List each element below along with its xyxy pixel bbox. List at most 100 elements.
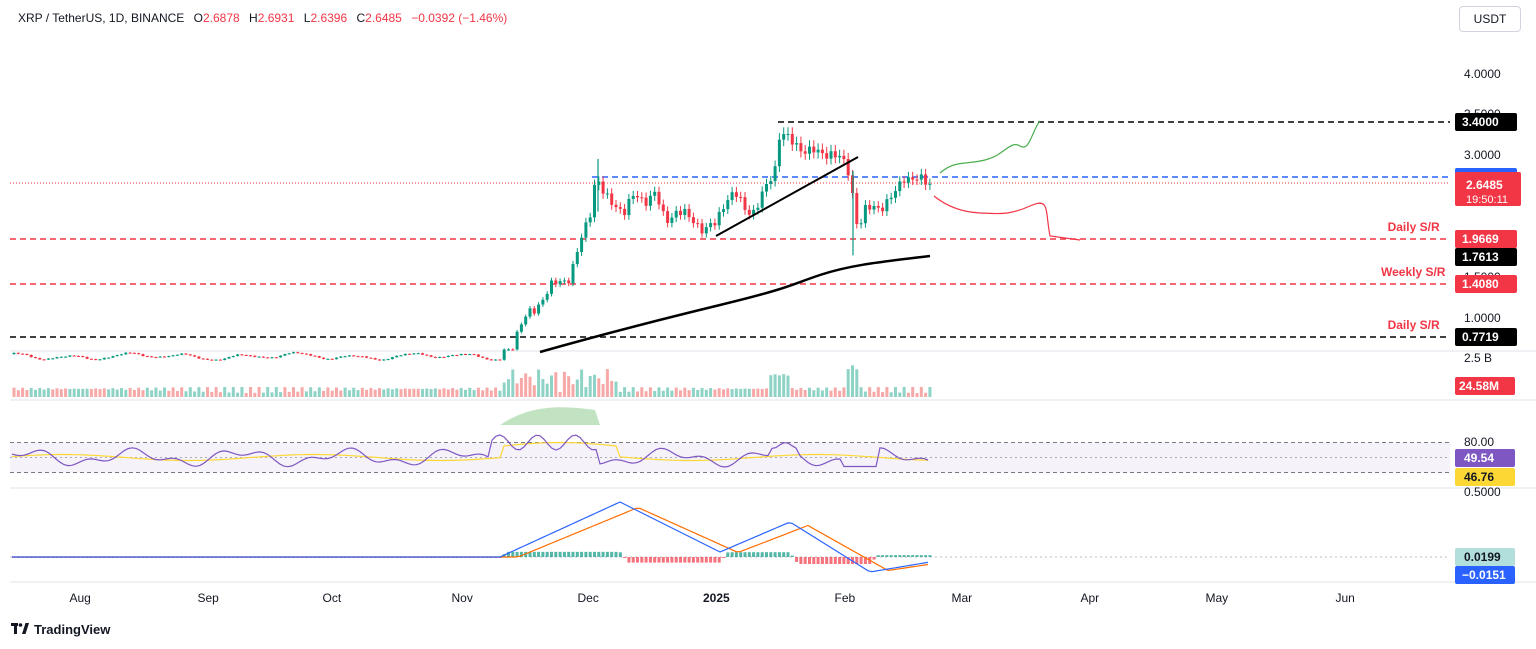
volume-bar [704, 389, 708, 397]
macd-histogram-bar [881, 555, 885, 557]
candle-body [846, 159, 850, 176]
macd-value-bg [1455, 566, 1515, 584]
macd-histogram-bar [657, 557, 661, 563]
candle-body [782, 134, 786, 140]
currency-button[interactable]: USDT [1459, 6, 1521, 32]
candle-body [825, 153, 829, 159]
macd-histogram-bar [722, 557, 725, 559]
volume-bar [72, 388, 76, 397]
candle-body [584, 222, 588, 238]
candle-body [889, 197, 893, 200]
volume-bar [773, 374, 777, 397]
candle-body [188, 354, 192, 356]
candle-body [627, 198, 631, 216]
volume-bar [421, 388, 424, 397]
level-name-label: Weekly S/R [1381, 265, 1446, 279]
level-name-label: Daily S/R [1388, 220, 1440, 234]
macd-histogram-bar [670, 557, 674, 563]
volume-bar [42, 389, 46, 397]
volume-bar [799, 387, 803, 397]
macd-histogram-bar [528, 551, 532, 557]
candle-body [137, 353, 141, 355]
candle-body [141, 354, 145, 357]
volume-bar [257, 387, 261, 397]
candle-body [356, 356, 360, 358]
macd-histogram-bar [924, 555, 928, 557]
macd-histogram-bar [507, 551, 510, 557]
candle-body [752, 209, 756, 215]
macd-axis-label: 0.5000 [1464, 485, 1501, 499]
volume-bar [657, 387, 661, 397]
candle-body [644, 197, 648, 206]
volume-bar [433, 388, 437, 397]
tradingview-brand: TradingView [34, 622, 111, 637]
candle-body [292, 352, 295, 354]
candle-body [425, 354, 429, 356]
volume-bar [12, 387, 16, 397]
macd-hist-value-bg [1455, 548, 1515, 566]
candle-body [554, 280, 558, 285]
x-axis-label: Mar [952, 591, 973, 605]
volume-bar [416, 388, 420, 397]
candle-body [687, 208, 691, 218]
volume-bar [816, 387, 820, 397]
candle-body [485, 357, 489, 360]
level-price-label-bg [1455, 275, 1517, 293]
rsi-ma-value-bg [1455, 468, 1515, 486]
volume-bar [249, 387, 252, 397]
candle-body [171, 355, 175, 357]
macd-histogram-bar [808, 557, 811, 564]
macd-histogram-bar [747, 552, 751, 557]
volume-bar [451, 388, 455, 397]
candle-body [459, 353, 463, 356]
macd-histogram-bar [567, 551, 571, 557]
candle-body [691, 217, 695, 224]
volume-bar [365, 389, 369, 397]
volume-bar [253, 392, 257, 397]
candle-body [369, 357, 373, 359]
volume-bar [593, 374, 596, 397]
candle-body [42, 359, 46, 361]
candle-body [210, 359, 214, 361]
candle-body [915, 179, 919, 181]
candle-body [343, 356, 347, 358]
x-axis-label: Oct [323, 591, 342, 605]
macd-line [12, 501, 929, 573]
candle-body [25, 353, 29, 355]
current-price-label: 2.6485 [1466, 178, 1503, 192]
candle-body [803, 151, 807, 154]
candle-body [717, 211, 721, 226]
volume-bar [472, 390, 476, 397]
candle-body [894, 191, 897, 198]
moving-average-line [539, 254, 931, 354]
candle-body [261, 356, 265, 358]
volume-bar [425, 388, 429, 397]
macd-histogram-bar [704, 557, 708, 563]
volume-bar [214, 387, 218, 397]
candle-body [730, 192, 734, 201]
macd-histogram-bar [812, 557, 816, 564]
macd-histogram-bar [713, 557, 717, 563]
candle-body [175, 354, 179, 356]
volume-bar [679, 390, 682, 397]
candle-body [412, 353, 416, 355]
volume-bar [575, 379, 579, 397]
candle-body [77, 355, 80, 357]
volume-bar [571, 384, 575, 397]
macd-histogram-bar [872, 557, 876, 560]
candle-body [640, 197, 644, 199]
volume-bar [292, 387, 295, 397]
macd-histogram-bar [816, 557, 820, 564]
candle-body [98, 359, 102, 361]
macd-histogram-bar [636, 557, 639, 563]
candle-body [489, 359, 493, 361]
volume-bar [85, 388, 89, 397]
tradingview-footer[interactable]: TradingView [11, 622, 110, 637]
candle-body [481, 356, 485, 358]
volume-bar [717, 388, 721, 397]
volume-bar [339, 390, 343, 397]
volume-bar [928, 387, 932, 397]
level-price-label-bg [1455, 113, 1517, 131]
candle-body [885, 199, 889, 212]
